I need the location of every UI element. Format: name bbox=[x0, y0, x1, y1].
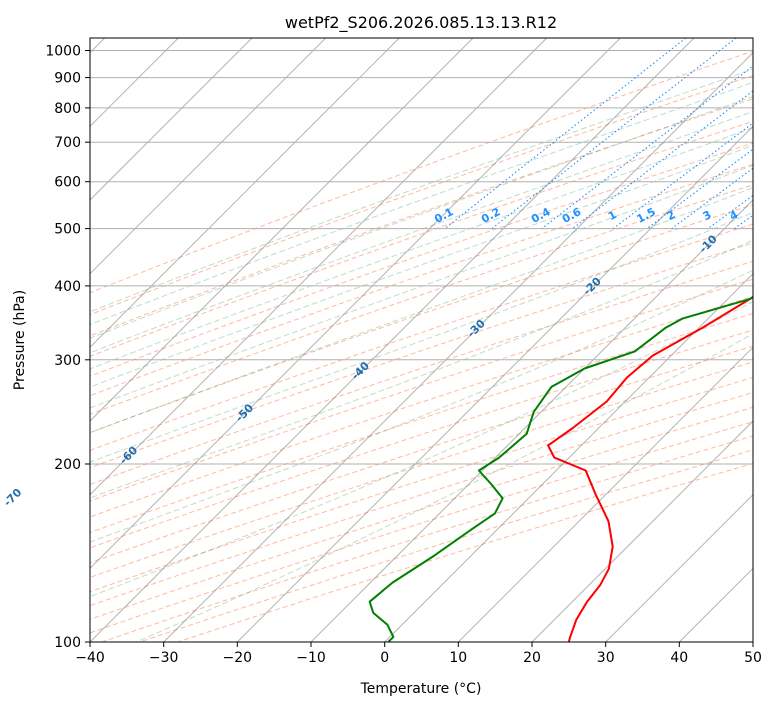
moist-adiabats bbox=[90, 68, 753, 642]
y-tick-label: 200 bbox=[54, 457, 81, 473]
dry-adiabat-line bbox=[90, 50, 753, 294]
isotherm-line bbox=[605, 493, 753, 642]
x-tick-label: −40 bbox=[75, 650, 105, 666]
isotherm-line bbox=[90, 38, 621, 570]
mixing-ratio-line bbox=[572, 90, 753, 230]
x-axis-label: Temperature (°C) bbox=[360, 681, 482, 697]
isotherm-line bbox=[90, 38, 400, 349]
x-axis-ticks: −40 −30 −20 −10 0 10 20 30 40 50 bbox=[75, 642, 762, 666]
moist-adiabat-line bbox=[90, 68, 753, 313]
temperature-profile-line bbox=[547, 295, 753, 642]
y-tick-label: 100 bbox=[54, 635, 81, 651]
y-tick-label: 500 bbox=[54, 222, 81, 238]
x-tick-label: 30 bbox=[597, 650, 615, 666]
moist-adiabat-line bbox=[90, 127, 753, 370]
dry-adiabat-line bbox=[90, 278, 753, 502]
y-tick-label: 600 bbox=[54, 175, 81, 191]
isotherm-line bbox=[90, 38, 253, 201]
dry-adiabat-line bbox=[90, 98, 753, 337]
x-tick-label: 40 bbox=[670, 650, 688, 666]
dry-adiabat-line bbox=[90, 312, 753, 534]
y-tick-label: 400 bbox=[54, 279, 81, 295]
moist-adiabat-line bbox=[90, 110, 753, 354]
isotherm-line bbox=[90, 38, 327, 275]
dry-adiabat-line bbox=[90, 329, 753, 549]
isotherm-line bbox=[752, 641, 753, 642]
y-tick-label: 300 bbox=[54, 353, 81, 369]
x-tick-label: −20 bbox=[223, 650, 253, 666]
x-tick-label: 20 bbox=[523, 650, 541, 666]
dry-adiabat-line bbox=[90, 142, 753, 377]
dry-adiabat-line bbox=[90, 376, 753, 593]
y-tick-label: 800 bbox=[54, 101, 81, 117]
x-tick-label: 50 bbox=[744, 650, 762, 666]
y-axis-ticks: 100 200 300 400 500 600 700 800 900 1000 bbox=[45, 44, 90, 651]
moist-adiabat-line bbox=[90, 187, 753, 434]
isotherm-line bbox=[90, 38, 695, 642]
x-tick-label: −30 bbox=[149, 650, 179, 666]
dry-adiabat-line bbox=[90, 163, 753, 397]
moist-adiabat-line bbox=[90, 96, 753, 339]
x-tick-label: 10 bbox=[449, 650, 467, 666]
pressure-gridlines bbox=[90, 50, 753, 642]
isotherm-line bbox=[457, 346, 753, 642]
mixing-ratio-lines bbox=[444, 38, 753, 230]
y-tick-label: 900 bbox=[54, 71, 81, 87]
chart-title: wetPf2_S206.2026.085.13.13.R12 bbox=[285, 13, 557, 33]
dry-adiabat-line bbox=[90, 242, 753, 469]
dry-adiabats bbox=[90, 50, 753, 642]
x-tick-label: 0 bbox=[380, 650, 389, 666]
mixing-ratio-line bbox=[541, 65, 753, 230]
isotherm-line bbox=[384, 272, 753, 642]
moist-adiabat-line bbox=[90, 81, 753, 326]
moist-adiabat-line bbox=[90, 164, 753, 409]
dry-adiabat-line bbox=[90, 295, 753, 518]
isotherm-value-label: -70 bbox=[1, 486, 24, 509]
isotherm-line bbox=[90, 38, 474, 422]
profile-series bbox=[368, 295, 753, 642]
dry-adiabat-line bbox=[90, 223, 753, 451]
dry-adiabat-line bbox=[90, 361, 753, 578]
isotherm-line bbox=[310, 199, 753, 642]
plot-background bbox=[90, 38, 753, 642]
moist-adiabat-line bbox=[90, 301, 753, 598]
x-tick-label: −10 bbox=[296, 650, 326, 666]
moist-adiabat-line bbox=[135, 333, 753, 642]
isotherm-line bbox=[531, 420, 753, 642]
isotherm-line bbox=[90, 38, 548, 496]
dry-adiabat-line bbox=[90, 204, 753, 434]
y-tick-label: 1000 bbox=[45, 44, 81, 60]
dry-adiabat-line bbox=[90, 345, 753, 564]
isotherm-line bbox=[163, 51, 753, 642]
y-tick-label: 700 bbox=[54, 135, 81, 151]
dewpoint-profile-line bbox=[368, 295, 753, 642]
isotherm-lines bbox=[90, 38, 753, 642]
plot-frame bbox=[89, 37, 754, 643]
isotherm-line bbox=[236, 125, 753, 642]
y-axis-label: Pressure (hPa) bbox=[12, 290, 28, 390]
mixing-ratio-line bbox=[671, 167, 753, 230]
dry-adiabat-line bbox=[90, 392, 753, 607]
